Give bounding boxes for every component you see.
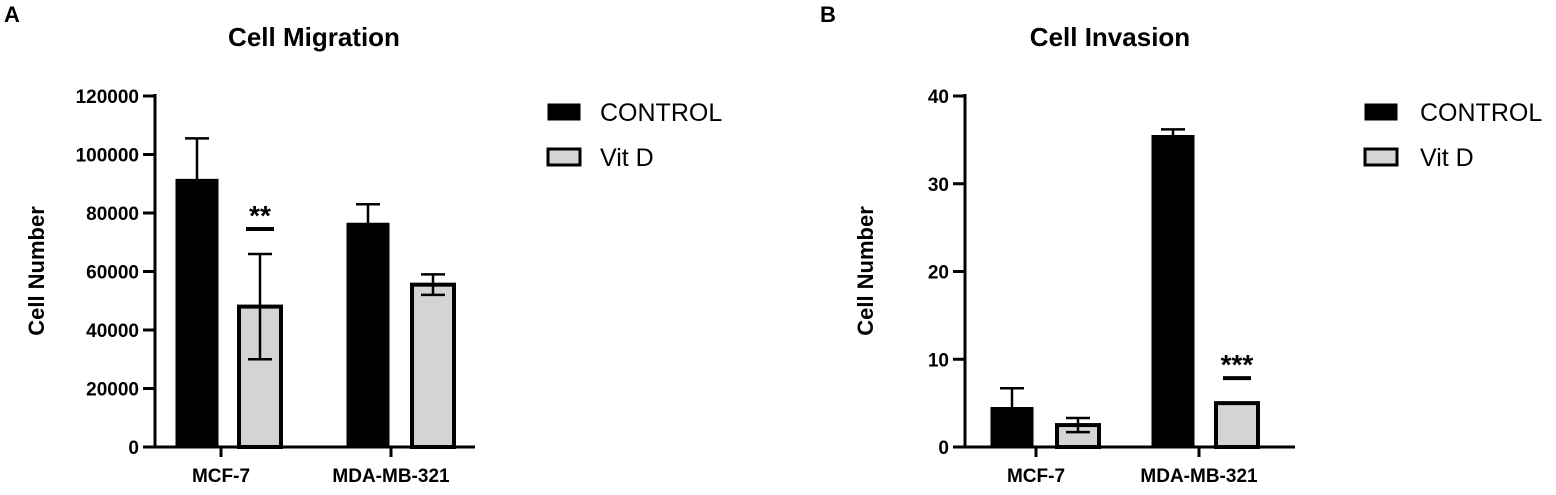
x-tick-label: MCF-7 xyxy=(192,466,250,487)
x-tick-label: MDA-MB-321 xyxy=(332,466,450,487)
y-tick-label: 0 xyxy=(938,438,949,459)
y-axis-label: Cell Number xyxy=(24,206,49,336)
legend-swatch xyxy=(547,103,581,121)
panel-label: B xyxy=(820,2,836,27)
legend-label: CONTROL xyxy=(1420,99,1542,127)
bar xyxy=(346,222,390,448)
y-tick-label: 60000 xyxy=(86,263,139,284)
bar xyxy=(237,304,283,449)
y-axis-label: Cell Number xyxy=(853,206,878,336)
y-tick-label: 100000 xyxy=(76,146,139,167)
chart-title: Cell Migration xyxy=(228,22,400,52)
x-tick-label: MCF-7 xyxy=(1007,466,1065,487)
y-tick-label: 40000 xyxy=(86,321,139,342)
y-tick-label: 80000 xyxy=(86,204,139,225)
y-tick-label: 40 xyxy=(928,87,949,108)
y-tick-label: 20 xyxy=(928,263,949,284)
chart-title: Cell Invasion xyxy=(1030,22,1190,52)
y-tick-label: 120000 xyxy=(76,87,139,108)
legend-label: CONTROL xyxy=(600,99,722,127)
bar xyxy=(990,407,1034,448)
bar xyxy=(1151,134,1195,448)
bar xyxy=(410,282,456,449)
y-tick-label: 10 xyxy=(928,350,949,371)
panel-label: A xyxy=(4,2,20,27)
significance-marker: ** xyxy=(249,200,271,231)
significance-marker: *** xyxy=(1221,349,1254,380)
x-tick-label: MDA-MB-321 xyxy=(1140,466,1258,487)
bar xyxy=(175,178,219,448)
legend-swatch xyxy=(546,147,582,167)
y-tick-label: 30 xyxy=(928,175,949,196)
y-tick-label: 20000 xyxy=(86,380,139,401)
legend-label: Vit D xyxy=(1420,144,1474,172)
y-tick-label: 0 xyxy=(128,438,139,459)
legend-swatch xyxy=(1364,103,1398,121)
legend-swatch xyxy=(1363,147,1399,167)
bar xyxy=(1214,401,1260,449)
legend-label: Vit D xyxy=(600,144,654,172)
